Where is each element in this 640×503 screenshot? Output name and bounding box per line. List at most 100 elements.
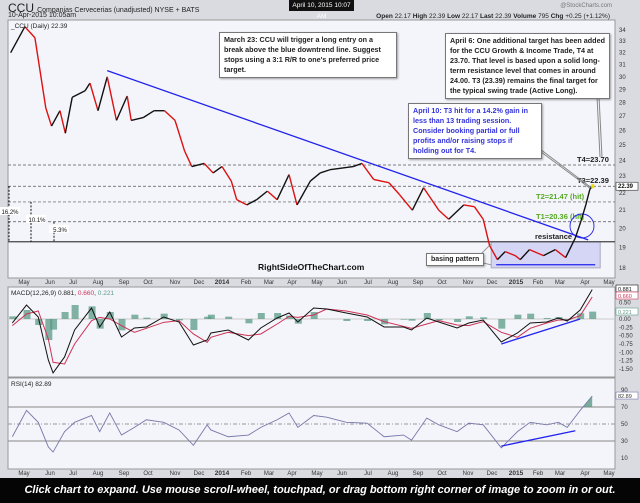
price-segment (565, 237, 576, 258)
low-value: 22.17 (461, 13, 479, 20)
month-axis-label: Jul (364, 280, 372, 286)
price-segment (543, 248, 556, 257)
price-segment (373, 178, 390, 184)
month-axis-label: Sep (119, 471, 130, 477)
gain-measure-label: 5.3% (53, 228, 67, 234)
annotation-april-10: April 10: T3 hit for a 14.2% gain in les… (408, 103, 542, 159)
month-axis-label: Mar (264, 280, 274, 286)
price-segment (230, 180, 238, 200)
macd-axis-tick: -1.50 (619, 367, 633, 373)
price-segment (463, 204, 475, 208)
month-axis-label: May (603, 280, 614, 286)
month-axis-label: Aug (93, 280, 104, 286)
price-segment (574, 220, 582, 239)
macd-histogram-bar (176, 319, 183, 321)
price-segment (398, 194, 413, 211)
month-axis-label: 2014 (215, 279, 230, 286)
chg-label: Chg (550, 13, 564, 20)
price-segment (411, 187, 425, 211)
month-axis-label: Feb (533, 280, 544, 286)
month-axis-label: Oct (437, 280, 447, 286)
histogram-value: 0.221 (98, 290, 115, 297)
price-legend: _CCU (Daily) 22.39 (10, 23, 68, 30)
price-segment (212, 165, 223, 174)
month-axis-label: Dec (487, 280, 498, 286)
rsi-overbought-fill (583, 396, 593, 407)
price-segment (45, 107, 53, 127)
month-axis-label: Jun (45, 280, 55, 286)
macd-histogram-bar (50, 319, 58, 330)
month-axis-label: Dec (194, 280, 205, 286)
macd-histogram-bar (400, 319, 408, 320)
price-segment (203, 162, 214, 174)
price-segment (488, 245, 499, 260)
price-segment (71, 90, 86, 98)
price-axis-tick: 27 (619, 114, 626, 120)
price-axis-tick: 24 (619, 158, 626, 164)
month-axis-label: Jun (45, 471, 55, 477)
rsi-value-box (615, 391, 639, 400)
month-axis-label: Nov (463, 471, 474, 477)
macd-legend: MACD(12,26,9) 0.881, 0.660, 0.221 (11, 290, 114, 297)
macd-histogram-bar (245, 319, 253, 324)
price-segment (388, 182, 400, 195)
annotation-april-6: April 6: One additional target has been … (445, 33, 610, 99)
rsi-axis-tick: 50 (621, 422, 628, 428)
basing-pattern-label: basing pattern (426, 253, 485, 266)
macd-histogram-bar (577, 313, 585, 319)
last-value: 22.39 (495, 13, 512, 20)
last-price-box (615, 181, 639, 191)
price-axis-tick: 26 (619, 128, 626, 134)
macd-histogram-bar (343, 319, 351, 321)
price-segment (309, 172, 321, 182)
macd-histogram-bar (143, 317, 151, 319)
price-axis-tick: 33 (619, 39, 626, 45)
breakout-circle (569, 213, 595, 239)
macd-histogram-bar (423, 313, 431, 319)
month-axis-label: Apr (580, 280, 589, 286)
macd-value: 0.881 (58, 290, 75, 297)
macd-histogram-bar (310, 312, 318, 319)
price-segment (142, 110, 155, 119)
price-segment (296, 180, 311, 206)
price-axis-tick: 30 (619, 75, 626, 81)
chart-datetime: 10-Apr-2015 10:05am (8, 12, 77, 19)
rsi-axis-tick: 70 (621, 405, 628, 411)
price-segment (423, 187, 440, 211)
macd-axis-value: 0.221 (618, 310, 632, 316)
month-axis-label: Dec (194, 471, 205, 477)
downtrend-line (107, 70, 589, 241)
price-segment (106, 76, 118, 121)
month-axis-label: Oct (143, 280, 153, 286)
price-segment (482, 219, 491, 246)
price-axis-tick: 34 (619, 28, 626, 34)
macd-histogram-bar (527, 313, 535, 319)
month-axis-label: May (603, 471, 614, 477)
month-axis-label: Sep (119, 280, 130, 286)
price-segment (288, 174, 298, 206)
month-axis-label: Mar (555, 471, 565, 477)
gain-label-bg (0, 207, 20, 216)
price-segment (191, 162, 205, 168)
last-price-marker (591, 184, 595, 189)
price-segment (276, 174, 290, 200)
month-axis-label: Jul (364, 471, 372, 477)
macd-histogram-bar (23, 310, 31, 319)
gain-label-bg (26, 214, 46, 223)
price-segment (448, 204, 465, 220)
macd-histogram-bar (465, 316, 473, 319)
signal-line (12, 296, 593, 365)
price-segment (329, 165, 354, 171)
macd-axis-tick: 0.50 (619, 300, 631, 306)
month-axis-label: Apr (287, 471, 296, 477)
macd-histogram-bar (498, 319, 506, 329)
open-label: Open (376, 13, 393, 20)
macd-axis-value: 0.881 (618, 287, 632, 293)
macd-histogram-bar (589, 311, 597, 319)
low-label: Low (447, 13, 461, 20)
month-axis-label: May (18, 471, 29, 477)
source-credit: @StockCharts.com (560, 3, 612, 9)
chg-value: +0.25 (+1.12%) (565, 13, 610, 20)
macd-histogram-bar (190, 319, 198, 330)
watermark: RightSideOfTheChart.com (258, 262, 365, 272)
